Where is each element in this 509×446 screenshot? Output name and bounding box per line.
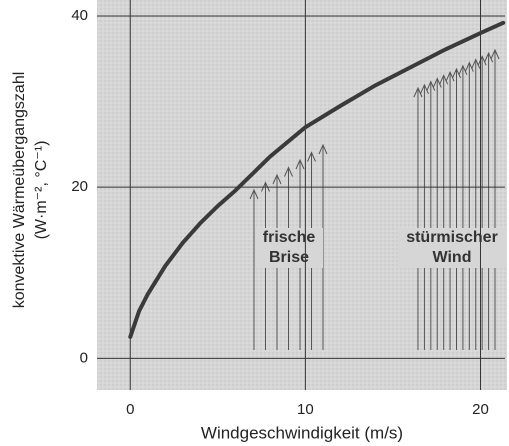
arrow-head xyxy=(249,188,259,200)
arrow-head xyxy=(432,77,442,88)
arrow-head xyxy=(284,166,293,177)
x-tick-label: 20 xyxy=(472,401,489,418)
annotation: Brise xyxy=(269,249,309,266)
arrow-head xyxy=(484,51,494,63)
curve xyxy=(128,20,506,339)
arrow-head xyxy=(272,173,282,185)
arrow-head xyxy=(307,151,316,162)
arrow-head xyxy=(471,58,481,69)
y-tick-label: 20 xyxy=(71,178,88,195)
arrow-head xyxy=(439,74,449,85)
label-bg xyxy=(255,228,323,268)
arrow-head xyxy=(426,80,436,91)
arrow-head xyxy=(413,86,423,98)
y-tick-label: 40 xyxy=(71,7,88,24)
y-axis-label: (W·m⁻², °C⁻¹) xyxy=(33,141,50,240)
arrow-head xyxy=(458,64,468,76)
plot-area xyxy=(97,0,507,390)
arrow-head xyxy=(477,55,487,66)
arrow-head xyxy=(445,70,455,82)
x-tick-label: 0 xyxy=(126,401,134,418)
annotation: stürmischer xyxy=(406,229,498,246)
arrow-head xyxy=(295,158,305,170)
arrow-head xyxy=(464,61,474,72)
y-axis-label: konvektive Wärmeübergangszahl xyxy=(11,72,28,309)
arrow-head xyxy=(452,67,461,79)
y-tick-label: 0 xyxy=(80,349,88,366)
arrow-head xyxy=(490,48,500,60)
label-bg xyxy=(398,228,506,268)
annotation: Wind xyxy=(433,249,472,266)
arrow-head xyxy=(261,181,270,192)
x-axis-label: Windgeschwindigkeit (m/s) xyxy=(201,423,403,442)
x-tick-label: 10 xyxy=(297,401,314,418)
annotation: frische xyxy=(263,229,316,246)
arrow-head xyxy=(318,143,328,155)
arrow-head xyxy=(419,83,429,95)
